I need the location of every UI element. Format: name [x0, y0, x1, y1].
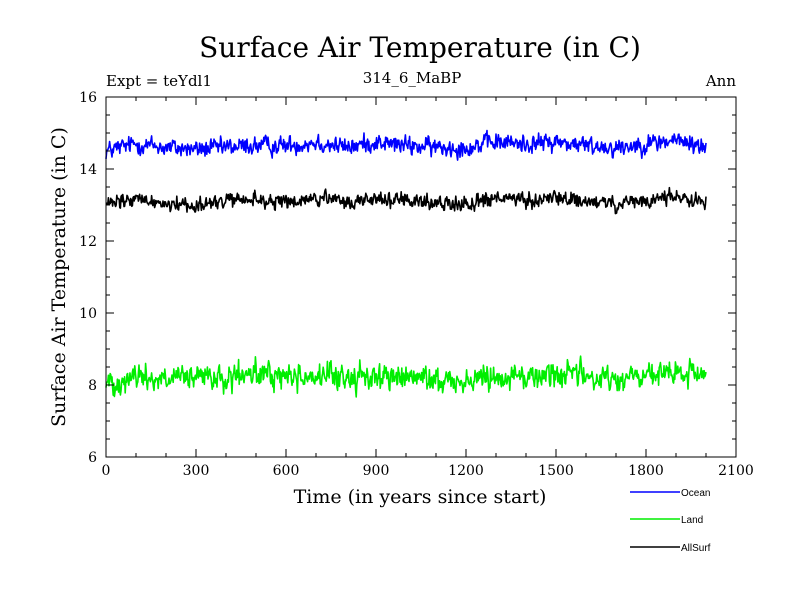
- series-allsurf-line: [105, 186, 707, 215]
- y-tick-label: 6: [88, 450, 97, 466]
- series-land-line: [105, 355, 707, 398]
- legend-allsurf-label: AllSurf: [681, 543, 711, 554]
- x-tick-label: 1800: [628, 463, 664, 479]
- x-axis: 0 300 600 900 1200 1500 1800 2100: [102, 97, 754, 479]
- y-axis: 6 8 10 12 14 16: [79, 90, 736, 466]
- season-label: Ann: [705, 72, 736, 90]
- x-tick-label: 0: [102, 463, 111, 479]
- x-tick-label: 2100: [718, 463, 754, 479]
- legend: Ocean Land AllSurf: [630, 488, 711, 554]
- y-tick-label: 12: [79, 234, 97, 250]
- legend-ocean-label: Ocean: [681, 488, 710, 499]
- experiment-label: Expt = teYdl1: [106, 72, 212, 90]
- legend-land-label: Land: [681, 515, 703, 526]
- x-tick-label: 1500: [538, 463, 574, 479]
- y-axis-label: Surface Air Temperature (in C): [48, 127, 70, 427]
- series-ocean-line: [105, 129, 707, 161]
- y-tick-label: 10: [79, 306, 97, 322]
- x-tick-label: 600: [273, 463, 300, 479]
- y-tick-label: 14: [79, 162, 97, 178]
- plot-lines: [105, 129, 707, 398]
- x-tick-label: 900: [363, 463, 390, 479]
- y-tick-label: 8: [88, 378, 97, 394]
- x-tick-label: 300: [183, 463, 210, 479]
- chart-title: Surface Air Temperature (in C): [199, 31, 641, 64]
- y-tick-label: 16: [79, 90, 97, 106]
- x-axis-label: Time (in years since start): [294, 486, 547, 508]
- x-tick-label: 1200: [448, 463, 484, 479]
- period-label: 314_6_MaBP: [363, 69, 462, 87]
